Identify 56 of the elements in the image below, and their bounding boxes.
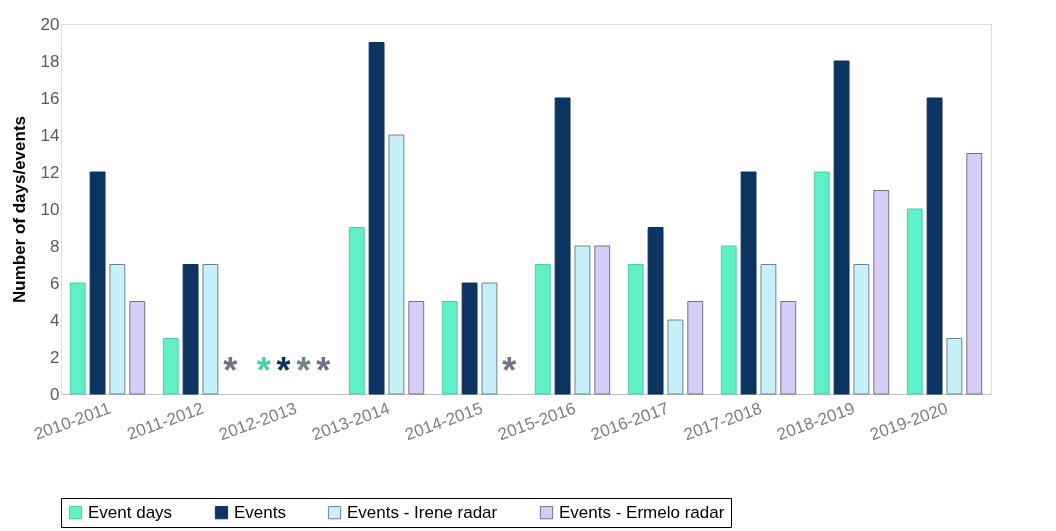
bar	[946, 338, 963, 395]
y-tick-label: 10	[40, 199, 60, 219]
bar	[740, 171, 757, 395]
bar	[182, 264, 199, 395]
bar	[162, 338, 179, 395]
bar	[109, 264, 126, 395]
y-axis-title: Number of days/events	[9, 115, 29, 304]
bar	[853, 264, 870, 395]
y-tick-label: 20	[40, 14, 60, 34]
bar	[720, 245, 737, 395]
legend-label: Events	[234, 502, 286, 522]
y-tick-label: 14	[40, 125, 60, 145]
y-tick-label: 0	[50, 384, 60, 404]
y-tick-label: 16	[40, 88, 60, 108]
y-tick-label: 2	[50, 347, 60, 367]
y-tick-label: 12	[40, 162, 60, 182]
bar	[627, 264, 644, 395]
bar	[966, 153, 983, 395]
legend-label: Event days	[88, 502, 173, 522]
bar	[481, 282, 498, 395]
legend-label: Events - Ermelo radar	[559, 502, 725, 522]
bar	[647, 227, 664, 395]
y-tick-label: 18	[40, 51, 60, 71]
y-tick-label: 8	[50, 236, 60, 256]
bar	[388, 134, 405, 395]
annotation: *	[296, 350, 311, 391]
bar	[594, 245, 611, 395]
bar	[760, 264, 777, 395]
annotation: *	[316, 350, 331, 391]
bar	[69, 282, 86, 395]
bar	[368, 42, 385, 395]
bar	[408, 301, 425, 395]
bar	[348, 227, 365, 395]
bar	[906, 208, 923, 395]
bar	[441, 301, 458, 395]
annotation: *	[223, 350, 238, 391]
y-tick-label: 4	[50, 310, 60, 330]
legend-label: Events - Irene radar	[347, 502, 498, 522]
bar	[202, 264, 219, 395]
bar	[574, 245, 591, 395]
bar	[687, 301, 704, 395]
bar	[129, 301, 146, 395]
bar	[667, 319, 684, 395]
bar	[780, 301, 797, 395]
bar	[833, 60, 850, 395]
annotation: *	[256, 350, 271, 391]
annotation: *	[276, 350, 291, 391]
bar	[813, 171, 830, 395]
y-tick-label: 6	[50, 273, 60, 293]
annotation: *	[502, 350, 517, 391]
bar	[534, 264, 551, 395]
bar	[461, 282, 478, 395]
bar	[926, 97, 943, 395]
bar	[554, 97, 571, 395]
bar	[873, 190, 890, 395]
bar	[89, 171, 106, 395]
